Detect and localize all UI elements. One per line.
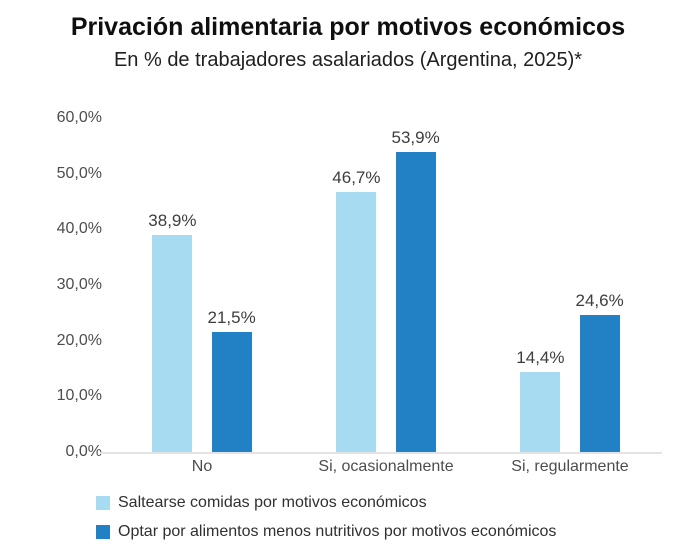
y-axis-tick-label: 10,0% (56, 387, 102, 405)
bar-column: 21,5% (208, 118, 256, 452)
y-axis-tick-label: 40,0% (56, 220, 102, 238)
legend-swatch-icon (96, 525, 110, 539)
legend-swatch-icon (96, 496, 110, 510)
bar-value-label: 53,9% (391, 127, 440, 147)
bar-value-label: 21,5% (207, 308, 256, 328)
y-axis: 60,0% 50,0% 40,0% 30,0% 20,0% 10,0% 0,0% (0, 109, 102, 460)
x-axis-baseline (100, 452, 662, 454)
bar-column: 14,4% (516, 118, 565, 452)
legend: Saltearse comidas por motivos económicos… (96, 494, 556, 552)
chart-subtitle: En % de trabajadores asalariados (Argent… (113, 49, 583, 71)
bar-group: 38,9% 21,5% (110, 118, 294, 452)
x-axis-category-label: Si, regularmente (511, 458, 629, 475)
bar (395, 151, 436, 452)
bar-value-label: 14,4% (516, 347, 565, 367)
y-axis-tick-label: 0,0% (65, 443, 102, 460)
bar-value-label: 38,9% (148, 211, 197, 231)
bar (579, 315, 620, 452)
bar-value-label: 24,6% (575, 291, 624, 311)
bar-column: 53,9% (392, 118, 440, 452)
bar-group: 46,7% 53,9% (294, 118, 478, 452)
legend-row: Optar por alimentos menos nutritivos por… (96, 523, 556, 541)
x-axis-category-label: No (191, 458, 213, 475)
bar-column: 46,7% (332, 118, 381, 452)
bar (152, 235, 193, 452)
y-axis-tick-label: 50,0% (56, 164, 102, 182)
bar-value-label: 46,7% (332, 168, 381, 188)
legend-label: Saltearse comidas por motivos económicos (118, 494, 427, 511)
x-axis-category-label: Si, ocasionalmente (318, 458, 454, 475)
legend-row: Saltearse comidas por motivos económicos (96, 494, 556, 512)
legend-label: Optar por alimentos menos nutritivos por… (118, 523, 557, 540)
chart-title: Privación alimentaria por motivos económ… (70, 13, 626, 41)
y-axis-tick-label: 30,0% (56, 276, 102, 293)
bar (336, 192, 377, 452)
bar-group: 14,4% 24,6% (478, 118, 662, 452)
y-axis-tick-label: 20,0% (56, 331, 102, 349)
bar-column: 24,6% (576, 118, 624, 452)
plot-area: 38,9% 21,5% 46,7% 53,9% 14,4% 24,6% (110, 118, 662, 452)
bar (211, 332, 252, 452)
x-axis: No Si, ocasionalmente Si, regularmente (110, 458, 662, 476)
y-axis-tick-label: 60,0% (56, 109, 102, 126)
bar (520, 371, 561, 452)
bar-column: 38,9% (148, 118, 197, 452)
